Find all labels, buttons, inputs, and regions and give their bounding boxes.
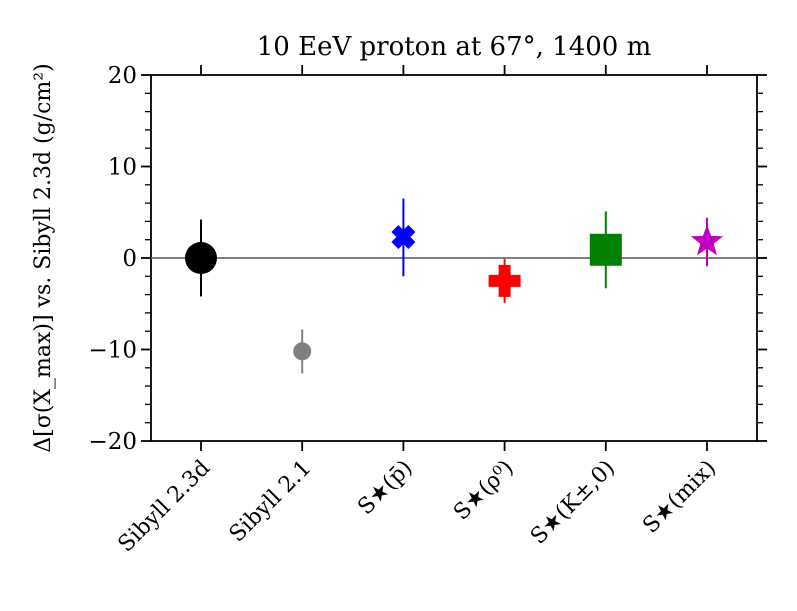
chart-marks: −20 −10 0 10 20 Sibyll 2.3d Sibyll 2.1 S★(p̄) S★… [88,63,767,557]
x-category-label: Sibyll 2.3d [114,456,216,558]
y-tick-label: 10 [108,155,137,181]
y-axis-label: Δ[σ(X_max)] vs. Sibyll 2.3d (g/cm²) [31,63,56,452]
x-category-label: S★(ρ⁰) [449,456,519,526]
data-point-x [391,224,416,249]
x-category-label: S★(mix) [638,456,721,539]
chart-title: 10 EeV proton at 67°, 1400 m [257,32,652,62]
data-point-circle [185,242,217,274]
x-category-label: S★(K±,0) [526,456,620,550]
y-tick-label: −10 [88,338,137,364]
data-point-plus [488,264,521,297]
data-point-small-circle [293,342,312,361]
y-tick-label: 20 [108,63,137,89]
data-point-square [589,233,622,266]
y-tick-label: 0 [122,246,137,272]
x-category-label: Sibyll 2.1 [225,456,317,548]
y-tick-label: −20 [88,429,137,455]
data-point-star [690,224,724,256]
x-category-label: S★(p̄) [353,456,417,520]
